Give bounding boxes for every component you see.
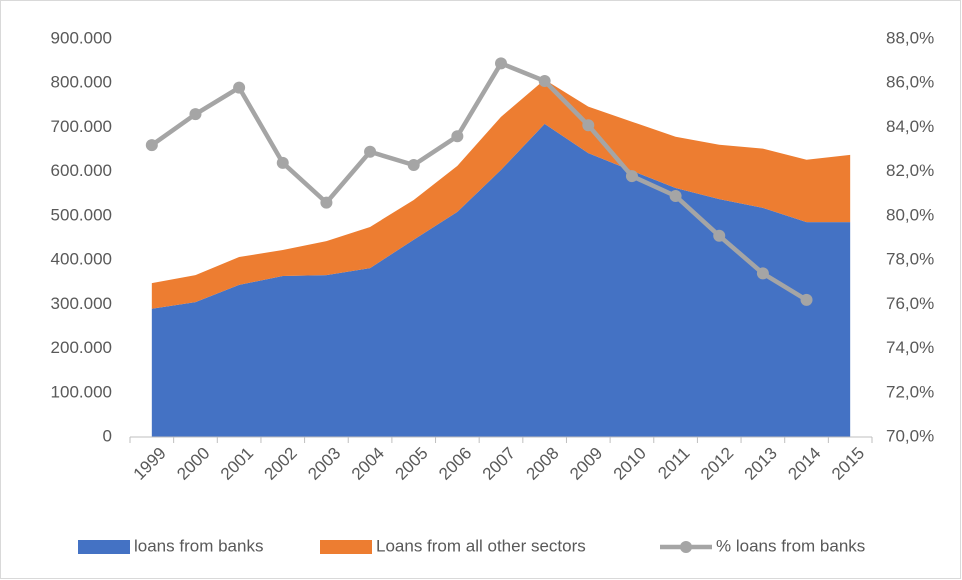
line — [150, 61, 808, 302]
y2-tick-label: 86,0% — [886, 73, 934, 92]
y-tick-label: 500.000 — [51, 205, 112, 224]
y2-tick-label: 76,0% — [886, 294, 934, 313]
line-marker — [713, 229, 726, 242]
legend-marker — [680, 541, 692, 553]
line-marker — [276, 156, 289, 169]
y-tick-label: 700.000 — [51, 117, 112, 136]
y-tick-label: 600.000 — [51, 161, 112, 180]
legend-label: Loans from all other sectors — [376, 536, 586, 555]
legend-swatch — [78, 540, 130, 554]
y2-tick-label: 82,0% — [886, 161, 934, 180]
line-marker — [233, 81, 246, 94]
line-marker — [495, 57, 507, 70]
y2-tick-label: 72,0% — [886, 382, 934, 401]
y-tick-label: 100.000 — [51, 382, 112, 401]
line-marker — [669, 189, 682, 202]
line-marker — [538, 75, 551, 88]
line-marker — [451, 130, 464, 143]
line-marker — [756, 267, 769, 280]
legend-label: loans from banks — [134, 536, 263, 555]
line-marker — [320, 196, 333, 209]
y-tick-label: 200.000 — [51, 338, 112, 357]
line-marker — [189, 108, 202, 121]
line-marker — [407, 159, 420, 172]
y2-tick-label: 88,0% — [886, 28, 934, 47]
y2-tick-label: 80,0% — [886, 205, 934, 224]
line-marker — [364, 145, 377, 158]
y-tick-label: 400.000 — [51, 250, 112, 269]
y2-tick-label: 74,0% — [886, 338, 934, 357]
y-tick-label: 0 — [103, 426, 112, 445]
line-marker — [625, 170, 638, 183]
line-marker — [582, 119, 595, 132]
y-tick-label: 300.000 — [51, 294, 112, 313]
y-tick-label: 800.000 — [51, 73, 112, 92]
y-tick-label: 900.000 — [51, 28, 112, 47]
area — [151, 79, 851, 309]
y2-tick-label: 84,0% — [886, 117, 934, 136]
area — [151, 123, 851, 437]
legend-label: % loans from banks — [716, 536, 865, 555]
y2-tick-label: 78,0% — [886, 250, 934, 269]
y2-tick-label: 70,0% — [886, 426, 934, 445]
legend-swatch — [320, 540, 372, 554]
line-marker — [145, 139, 158, 152]
line-marker — [800, 293, 813, 306]
